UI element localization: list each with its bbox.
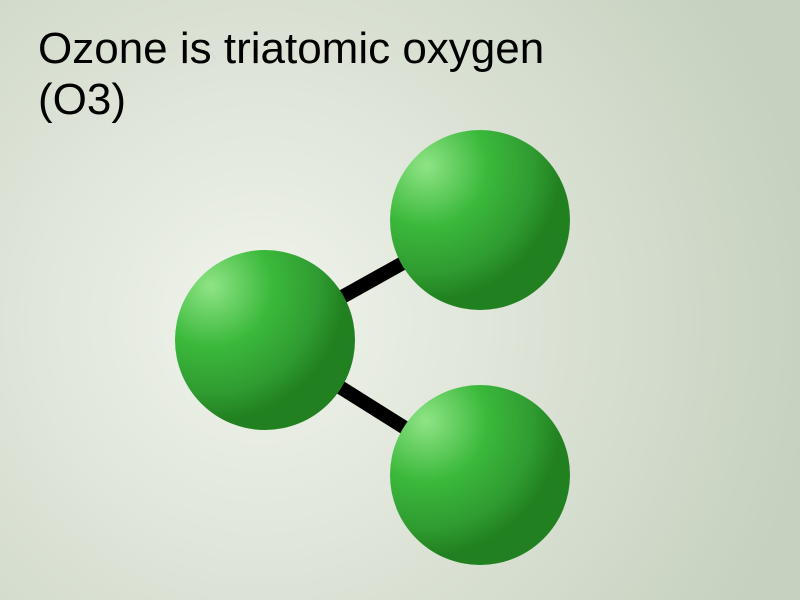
diagram-title: Ozone is triatomic oxygen (O3) — [38, 24, 770, 125]
ozone-diagram: Ozone is triatomic oxygen (O3) — [0, 0, 800, 600]
title-line-1: Ozone is triatomic oxygen — [38, 24, 544, 73]
title-line-2: (O3) — [38, 75, 126, 124]
atom-0 — [175, 250, 355, 430]
atom-1 — [390, 130, 570, 310]
atom-2 — [390, 385, 570, 565]
